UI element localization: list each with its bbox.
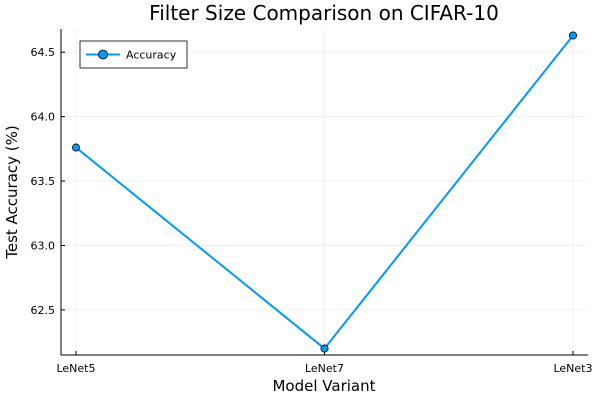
x-tick-label-lenet5: LeNet5 bbox=[56, 362, 95, 375]
x-axis-label: Model Variant bbox=[272, 377, 375, 395]
chart-title: Filter Size Comparison on CIFAR-10 bbox=[149, 1, 499, 25]
grid-lines bbox=[61, 29, 588, 355]
legend-marker-swatch bbox=[98, 49, 108, 60]
data-point-lenet7 bbox=[320, 344, 329, 353]
y-tick-label-4: 64.5 bbox=[31, 46, 56, 59]
data-point-lenet5 bbox=[72, 143, 81, 152]
legend-entry-accuracy: Accuracy bbox=[126, 49, 177, 62]
y-tick-label-0: 62.5 bbox=[31, 304, 56, 317]
y-tick-label-3: 64.0 bbox=[31, 111, 56, 124]
y-tick-label-2: 63.5 bbox=[31, 175, 56, 188]
legend: Accuracy bbox=[79, 40, 188, 69]
x-ticks: LeNet5 LeNet7 LeNet3 bbox=[56, 351, 593, 375]
y-ticks: 62.5 63.0 63.5 64.0 64.5 bbox=[31, 46, 65, 317]
x-tick-label-lenet7: LeNet7 bbox=[305, 362, 344, 375]
y-tick-label-1: 63.0 bbox=[31, 239, 56, 252]
x-tick-label-lenet3: LeNet3 bbox=[553, 362, 592, 375]
y-axis-label: Test Accuracy (%) bbox=[3, 125, 21, 260]
series-accuracy bbox=[72, 31, 578, 353]
data-point-lenet3 bbox=[569, 31, 578, 40]
